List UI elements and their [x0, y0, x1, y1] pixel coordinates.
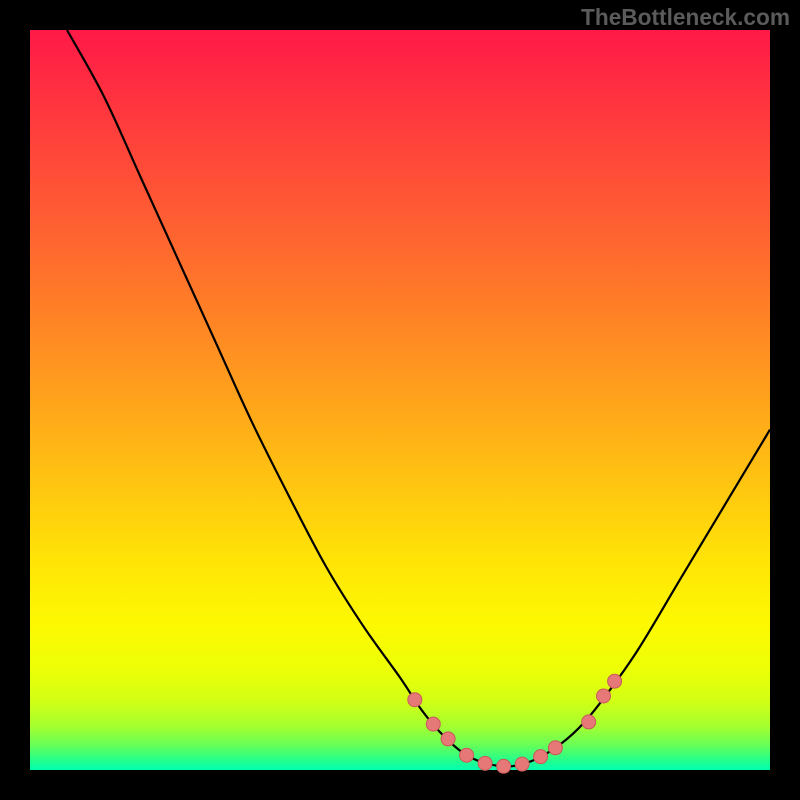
data-marker — [497, 759, 511, 773]
data-marker — [582, 715, 596, 729]
data-marker — [515, 757, 529, 771]
data-marker — [478, 756, 492, 770]
data-marker — [548, 741, 562, 755]
data-marker — [534, 750, 548, 764]
data-marker — [608, 674, 622, 688]
data-marker — [408, 693, 422, 707]
data-marker — [460, 748, 474, 762]
plot-background — [30, 30, 770, 770]
watermark-text: TheBottleneck.com — [581, 4, 790, 31]
data-marker — [426, 717, 440, 731]
data-marker — [441, 732, 455, 746]
data-marker — [597, 689, 611, 703]
